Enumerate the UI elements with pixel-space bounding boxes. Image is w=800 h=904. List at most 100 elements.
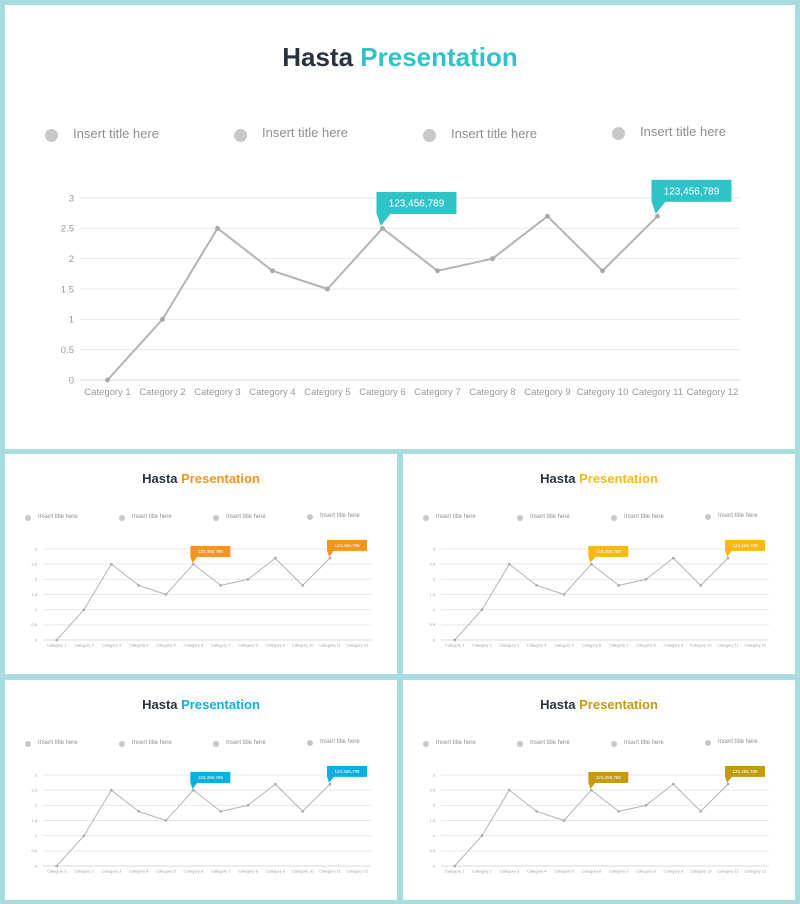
- callout-pointer-icon: [376, 213, 391, 226]
- legend-dot-icon: [25, 515, 31, 521]
- legend-label: Insert title here: [451, 126, 537, 141]
- legend-dot-icon: [705, 514, 711, 520]
- y-tick-label: 3: [433, 546, 436, 551]
- x-tick-label: Category 5: [156, 642, 176, 647]
- x-tick-label: Category 2: [74, 642, 94, 647]
- data-point: [453, 864, 456, 868]
- x-tick-label: Category 4: [129, 868, 149, 873]
- data-point: [699, 810, 702, 813]
- page-title: Hasta Presentation: [403, 697, 795, 712]
- x-tick-label: Category 8: [636, 868, 656, 873]
- legend-label: Insert title here: [262, 125, 348, 140]
- legend-label: Insert title here: [530, 514, 570, 520]
- x-tick-label: Category 4: [129, 642, 149, 647]
- legend-dot-icon: [213, 741, 219, 747]
- x-tick-label: Category 1: [445, 642, 465, 647]
- callout-label: 123,456,789: [596, 775, 622, 780]
- legend-label: Insert title here: [132, 514, 172, 520]
- y-tick-label: 1: [433, 607, 436, 612]
- legend-dot-icon: [307, 740, 313, 746]
- title-word-hasta: Hasta: [282, 42, 354, 72]
- x-tick-label: Category 3: [500, 642, 520, 647]
- y-tick-label: 1: [35, 833, 38, 838]
- x-tick-label: Category 6: [582, 642, 602, 647]
- x-tick-label: Category 6: [184, 868, 204, 873]
- data-point: [453, 638, 456, 642]
- legend-label: Insert title here: [73, 126, 159, 141]
- data-point: [301, 810, 304, 813]
- data-point: [82, 608, 86, 611]
- callout: 123,456,789: [190, 545, 231, 563]
- data-point: [435, 268, 440, 274]
- x-tick-label: Category 6: [582, 868, 602, 873]
- series-line: [56, 557, 331, 641]
- data-point: [590, 562, 593, 566]
- x-tick-label: Category 5: [304, 387, 350, 398]
- legend-item: Insert title here: [25, 514, 78, 521]
- data-point: [590, 788, 593, 792]
- legend-item: Insert title here: [705, 739, 758, 746]
- y-tick-label: 2.5: [31, 788, 37, 793]
- data-point: [219, 584, 222, 587]
- legend-label: Insert title here: [436, 740, 476, 746]
- x-tick-label: Category 7: [609, 642, 629, 647]
- callout-box: [725, 539, 765, 551]
- data-point: [137, 584, 140, 587]
- data-point: [726, 782, 730, 786]
- x-tick-label: Category 10: [690, 642, 713, 647]
- legend-label: Insert title here: [640, 124, 726, 139]
- line-chart: 0 0.5 1 1.5 2 2.5 3 Category 1 Category 2 Categor…: [429, 765, 769, 873]
- y-tick-label: 1.5: [31, 818, 37, 823]
- data-point: [672, 782, 675, 786]
- callout: 123,456,789: [327, 539, 367, 557]
- data-point: [480, 608, 484, 611]
- x-tick-label: Category 9: [524, 387, 570, 398]
- data-point: [160, 316, 165, 322]
- y-tick-label: 1: [69, 315, 74, 326]
- slide-blue: Hasta Presentation Insert title here Ins…: [5, 680, 397, 900]
- callout-box: [327, 539, 367, 551]
- x-tick-label: Category 8: [636, 642, 656, 647]
- legend-item: Insert title here: [612, 124, 726, 140]
- y-tick-label: 0: [433, 637, 436, 642]
- x-tick-label: Category 9: [664, 642, 684, 647]
- x-tick-label: Category 12: [687, 387, 739, 398]
- legend-item: Insert title here: [517, 740, 570, 747]
- callout-label: 123,456,789: [732, 769, 758, 774]
- x-tick-label: Category 3: [102, 642, 122, 647]
- y-tick-label: 3: [35, 546, 38, 551]
- legend-item: Insert title here: [25, 740, 78, 747]
- x-tick-label: Category 8: [238, 868, 258, 873]
- data-point: [274, 782, 277, 786]
- slide-main: Hasta Presentation Insert title here Ins…: [5, 5, 795, 449]
- data-point: [325, 286, 330, 292]
- title-word-presentation: Presentation: [181, 697, 260, 712]
- legend-dot-icon: [213, 515, 219, 521]
- y-tick-label: 0.5: [31, 848, 37, 853]
- data-point: [301, 584, 304, 587]
- legend-dot-icon: [517, 515, 523, 521]
- data-point: [545, 213, 550, 219]
- legend-label: Insert title here: [718, 739, 758, 745]
- callout-box: [376, 191, 457, 214]
- x-tick-label: Category 10: [690, 868, 713, 873]
- y-tick-label: 0: [35, 637, 38, 642]
- legend-label: Insert title here: [436, 514, 476, 520]
- legend-dot-icon: [25, 741, 31, 747]
- legend-item: Insert title here: [517, 514, 570, 521]
- x-tick-label: Category 11: [319, 642, 341, 647]
- x-tick-label: Category 1: [47, 642, 67, 647]
- x-tick-label: Category 8: [469, 387, 515, 398]
- legend-item: Insert title here: [307, 739, 360, 746]
- callout-label: 123,456,789: [198, 775, 224, 780]
- data-point: [110, 788, 113, 792]
- y-tick-label: 2: [69, 254, 74, 265]
- x-tick-label: Category 4: [249, 387, 295, 398]
- legend-label: Insert title here: [624, 514, 664, 520]
- x-tick-label: Category 5: [554, 868, 574, 873]
- line-chart: 0 0.5 1 1.5 2 2.5 3 Category 1 Category 2 Categor…: [429, 539, 769, 647]
- callout-label: 123,456,789: [334, 769, 360, 774]
- legend-item: Insert title here: [234, 125, 348, 142]
- data-point: [270, 268, 275, 274]
- data-point: [55, 864, 58, 868]
